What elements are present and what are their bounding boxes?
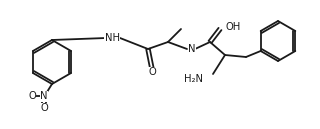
Text: N: N (40, 91, 48, 101)
Text: O: O (40, 103, 48, 113)
Text: O: O (148, 67, 156, 77)
Text: O: O (28, 91, 36, 101)
Text: H₂N: H₂N (184, 74, 203, 84)
Text: OH: OH (226, 22, 241, 32)
Text: N: N (188, 44, 196, 54)
Text: NH: NH (105, 33, 119, 43)
